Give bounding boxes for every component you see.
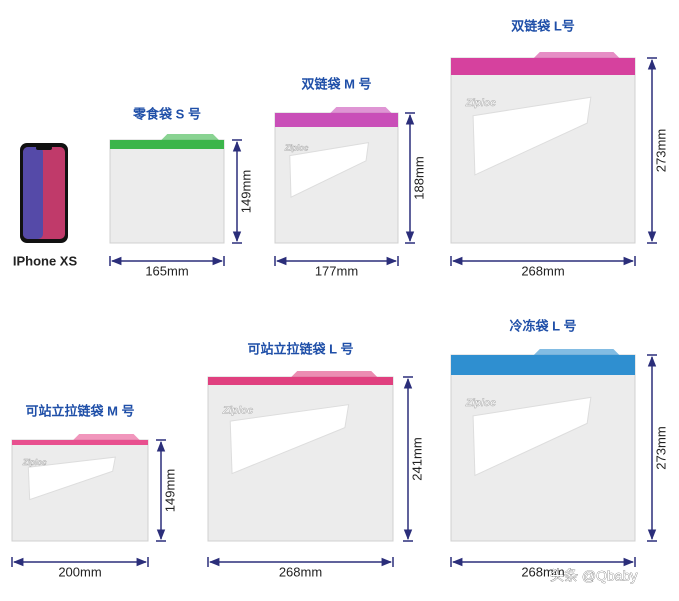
height-label: 241mm (409, 437, 424, 480)
brand-logo: Ziploc (465, 398, 496, 409)
bag-title: 零食袋 S 号 (132, 106, 201, 121)
label-area (27, 456, 116, 501)
height-label: 149mm (238, 170, 253, 213)
label-area (289, 141, 370, 198)
label-area (472, 96, 592, 176)
bag-title: 双链袋 M 号 (301, 76, 371, 91)
height-label: 273mm (653, 426, 668, 469)
label-area (229, 404, 350, 475)
height-label: 149mm (162, 469, 177, 512)
brand-logo: Ziploc (222, 405, 254, 416)
brand-logo: Ziploc (284, 144, 309, 153)
zipper (208, 377, 393, 385)
width-label: 268mm (521, 263, 564, 278)
watermark: 头条 @Qbaby (550, 568, 637, 584)
phone: IPhone XS (13, 143, 78, 268)
bag-title: 双链袋 L号 (511, 18, 575, 33)
bag-title: 冷冻袋 L 号 (510, 318, 577, 333)
bag-tab (291, 371, 378, 377)
zipper (275, 113, 398, 127)
bag-title: 可站立拉链袋 M 号 (25, 403, 134, 418)
bag-tab (161, 134, 219, 140)
bag (11, 439, 149, 542)
bag-tab (330, 107, 392, 113)
label-area (472, 396, 592, 477)
zipper (12, 440, 148, 445)
zipper (451, 355, 635, 375)
brand-logo: Ziploc (22, 458, 47, 467)
width-label: 200mm (58, 564, 101, 579)
zipper (451, 58, 635, 75)
bag-tab (533, 52, 620, 58)
height-label: 188mm (411, 156, 426, 199)
width-label: 165mm (145, 263, 188, 278)
width-label: 268mm (521, 564, 564, 579)
bag-title: 可站立拉链袋 L 号 (248, 341, 354, 356)
bag (109, 139, 225, 244)
width-label: 177mm (315, 263, 358, 278)
height-label: 273mm (653, 129, 668, 172)
zipper (110, 140, 224, 149)
phone-label: IPhone XS (13, 253, 78, 268)
brand-logo: Ziploc (465, 98, 496, 109)
bag-tab (533, 349, 620, 355)
width-label: 268mm (279, 564, 322, 579)
bag-tab (73, 434, 140, 440)
